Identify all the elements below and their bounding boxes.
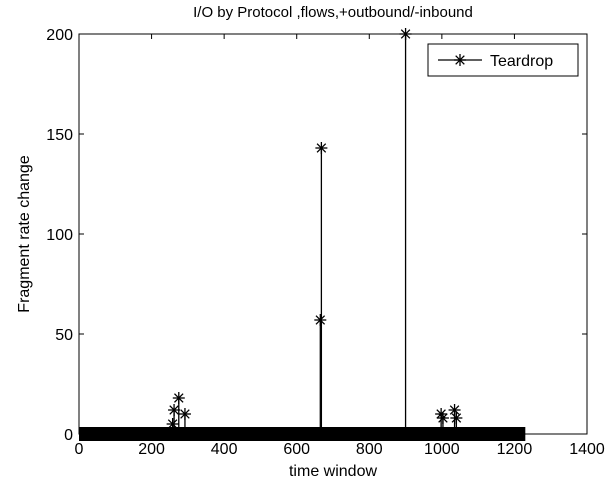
data-point xyxy=(166,418,179,430)
y-tick-label: 0 xyxy=(64,427,73,444)
x-tick-label: 200 xyxy=(138,441,165,458)
y-tick-label: 50 xyxy=(55,327,73,344)
x-tick-label: 1000 xyxy=(424,441,460,458)
chart-title: I/O by Protocol ,flows,+outbound/-inboun… xyxy=(193,4,473,21)
data-point xyxy=(399,28,412,40)
y-tick-label: 150 xyxy=(46,127,73,144)
plot-area xyxy=(78,33,588,435)
data-point xyxy=(168,404,181,416)
x-tick-label: 400 xyxy=(211,441,238,458)
x-tick-label: 0 xyxy=(75,441,84,458)
y-axis-label: Fragment rate change xyxy=(16,155,33,313)
data-point xyxy=(450,412,463,424)
legend-asterisk-icon xyxy=(454,54,466,66)
data-point xyxy=(314,314,327,326)
x-axis-label: time window xyxy=(289,463,377,480)
x-tick-label: 600 xyxy=(283,441,310,458)
x-tick-label: 1200 xyxy=(497,441,533,458)
legend-label-teardrop: Teardrop xyxy=(490,53,553,70)
y-tick-label: 100 xyxy=(46,227,73,244)
legend: Teardrop xyxy=(427,43,579,77)
data-point xyxy=(178,408,191,420)
data-point xyxy=(436,412,449,424)
x-tick-label: 800 xyxy=(356,441,383,458)
legend-marker xyxy=(454,54,466,66)
data-point xyxy=(172,392,185,404)
data-point xyxy=(315,142,328,154)
x-tick-label: 1400 xyxy=(569,441,605,458)
data-point xyxy=(448,404,461,416)
y-tick-label: 200 xyxy=(46,27,73,44)
